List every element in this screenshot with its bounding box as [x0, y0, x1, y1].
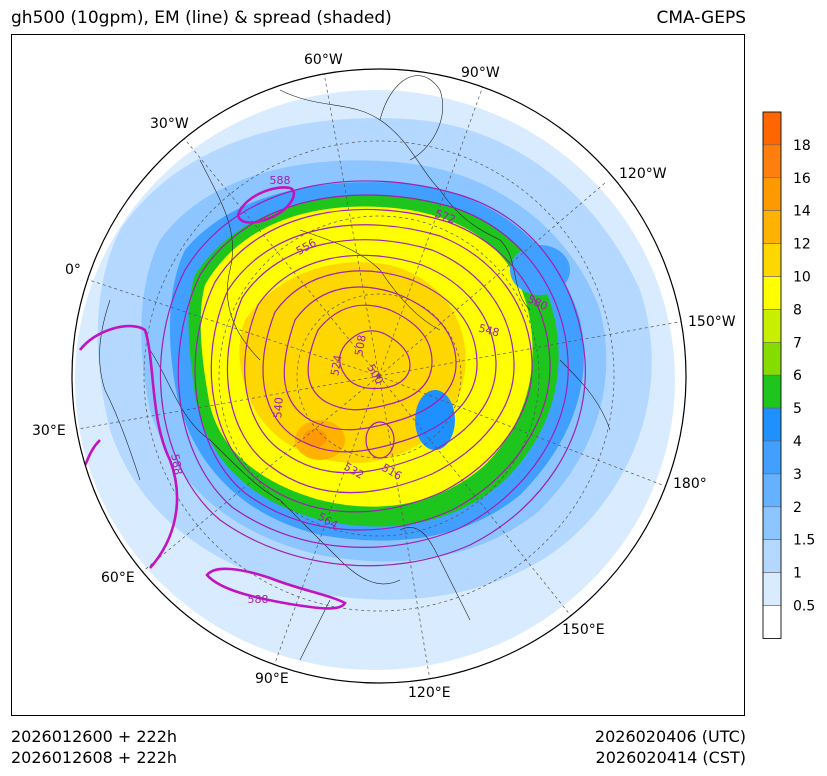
colorbar-swatch: [762, 440, 782, 475]
contour-label: 588: [168, 453, 184, 476]
colorbar-tick-label: 6: [793, 368, 802, 384]
contour-label: 548: [477, 322, 501, 340]
spread-shading: [75, 90, 675, 670]
spread-band-10: [239, 262, 466, 463]
colorbar-tick-label: 8: [793, 302, 802, 318]
colorbar-swatch: [762, 407, 782, 442]
colorbar-swatch: [762, 111, 782, 146]
contour-label: 540: [271, 397, 286, 419]
colorbar-tick-label: 1.5: [793, 533, 815, 549]
colorbar-swatch: [762, 276, 782, 310]
contour-label: 508: [352, 334, 368, 357]
init-time: 2026012600 + 222h 2026012608 + 222h: [11, 726, 177, 768]
graticule: [72, 72, 685, 681]
colorbar-tick-label: 1: [793, 566, 802, 582]
contour-label: 588: [270, 174, 291, 187]
colorbar-tick-label: 5: [793, 401, 802, 417]
colorbar-swatch: [762, 572, 782, 606]
map-frame: [11, 34, 745, 716]
lon-label-90w: 90°W: [461, 65, 500, 81]
init-time-utc: 2026012600 + 222h: [11, 727, 178, 746]
colorbar-tick-label: 2: [793, 500, 802, 516]
colorbar-tick-label: 0.5: [793, 599, 815, 615]
colorbar-tick-label: 16: [793, 171, 811, 187]
colorbar-tick-label: 12: [793, 237, 811, 253]
colorbar-swatch: [762, 341, 782, 376]
lon-label-180: 180°: [673, 476, 707, 492]
contour-588-lines: [78, 186, 347, 610]
contour-label: 588: [248, 593, 269, 606]
colorbar: 18 16 14 12 10 8 7 6 5 4 3 2 1.5 1 0.5: [762, 111, 815, 639]
colorbar-swatch: [762, 605, 782, 639]
lon-label-30e: 30°E: [32, 423, 66, 439]
valid-time-utc: 2026020406 (UTC): [594, 727, 746, 746]
lon-label-30w: 30°W: [150, 116, 189, 132]
lon-label-0: 0°: [65, 262, 81, 278]
colorbar-swatch: [762, 243, 782, 277]
contour-label: 524: [328, 354, 344, 377]
valid-time: 2026020406 (UTC) 2026020414 (CST): [595, 726, 746, 768]
lon-label-90e: 90°E: [255, 671, 289, 687]
lon-label-150w: 150°W: [688, 314, 736, 330]
colorbar-swatch: [762, 506, 782, 540]
lon-label-150e: 150°E: [562, 622, 605, 638]
lon-label-120e: 120°E: [408, 685, 451, 701]
colorbar-tick-label: 14: [793, 204, 811, 220]
colorbar-swatch: [762, 473, 782, 508]
colorbar-tick-label: 18: [793, 138, 811, 154]
colorbar-swatch: [762, 210, 782, 244]
colorbar-tick-label: 10: [793, 270, 811, 286]
chart-title: gh500 (10gpm), EM (line) & spread (shade…: [11, 8, 392, 28]
map-boundary: [71, 68, 687, 684]
colorbar-tick-label: 4: [793, 434, 802, 450]
colorbar-swatch: [762, 144, 782, 179]
lon-label-60e: 60°E: [101, 570, 135, 586]
colorbar-tick-label: 7: [793, 335, 802, 351]
colorbar-tick-label: 3: [793, 467, 802, 483]
valid-time-cst: 2026020414 (CST): [595, 748, 746, 767]
spread-band-5b: [415, 390, 455, 450]
colorbar-outline: [762, 111, 782, 639]
colorbar-swatch: [762, 177, 782, 212]
coastlines: [99, 75, 611, 661]
spread-band-5c: [510, 245, 570, 295]
longitude-labels: 60°W 90°W 30°W 120°W 0° 150°W 30°E 180° …: [32, 52, 736, 701]
lon-label-60w: 60°W: [304, 52, 343, 68]
colorbar-swatch: [762, 309, 782, 343]
colorbar-swatch: [762, 539, 782, 573]
mean-contours: [159, 180, 586, 567]
init-time-cst: 2026012608 + 222h: [11, 748, 178, 767]
lon-label-120w: 120°W: [619, 166, 667, 182]
spread-band-14: [303, 429, 327, 447]
colorbar-swatch: [762, 374, 782, 409]
model-name: CMA-GEPS: [656, 8, 746, 28]
